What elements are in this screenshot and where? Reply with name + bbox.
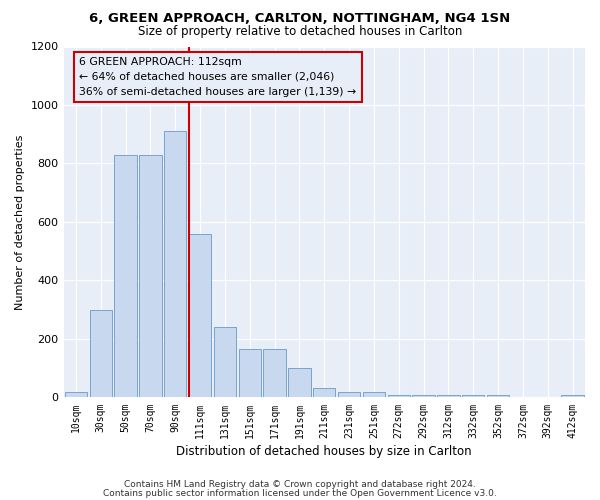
Bar <box>239 349 261 398</box>
Bar <box>388 394 410 398</box>
Bar <box>487 394 509 398</box>
Bar <box>263 349 286 398</box>
Bar <box>139 154 161 398</box>
Bar <box>115 154 137 398</box>
Bar <box>562 394 584 398</box>
Bar <box>214 328 236 398</box>
Y-axis label: Number of detached properties: Number of detached properties <box>15 134 25 310</box>
Bar <box>189 234 211 398</box>
Text: Contains HM Land Registry data © Crown copyright and database right 2024.: Contains HM Land Registry data © Crown c… <box>124 480 476 489</box>
Bar <box>412 394 435 398</box>
Bar <box>437 394 460 398</box>
Bar <box>164 132 187 398</box>
Bar <box>89 310 112 398</box>
Bar <box>288 368 311 398</box>
X-axis label: Distribution of detached houses by size in Carlton: Distribution of detached houses by size … <box>176 444 472 458</box>
Bar <box>313 388 335 398</box>
Text: 6 GREEN APPROACH: 112sqm
← 64% of detached houses are smaller (2,046)
36% of sem: 6 GREEN APPROACH: 112sqm ← 64% of detach… <box>79 57 356 96</box>
Bar <box>338 392 360 398</box>
Bar <box>65 392 87 398</box>
Bar <box>462 394 484 398</box>
Bar <box>363 392 385 398</box>
Text: Contains public sector information licensed under the Open Government Licence v3: Contains public sector information licen… <box>103 488 497 498</box>
Text: 6, GREEN APPROACH, CARLTON, NOTTINGHAM, NG4 1SN: 6, GREEN APPROACH, CARLTON, NOTTINGHAM, … <box>89 12 511 26</box>
Text: Size of property relative to detached houses in Carlton: Size of property relative to detached ho… <box>138 25 462 38</box>
